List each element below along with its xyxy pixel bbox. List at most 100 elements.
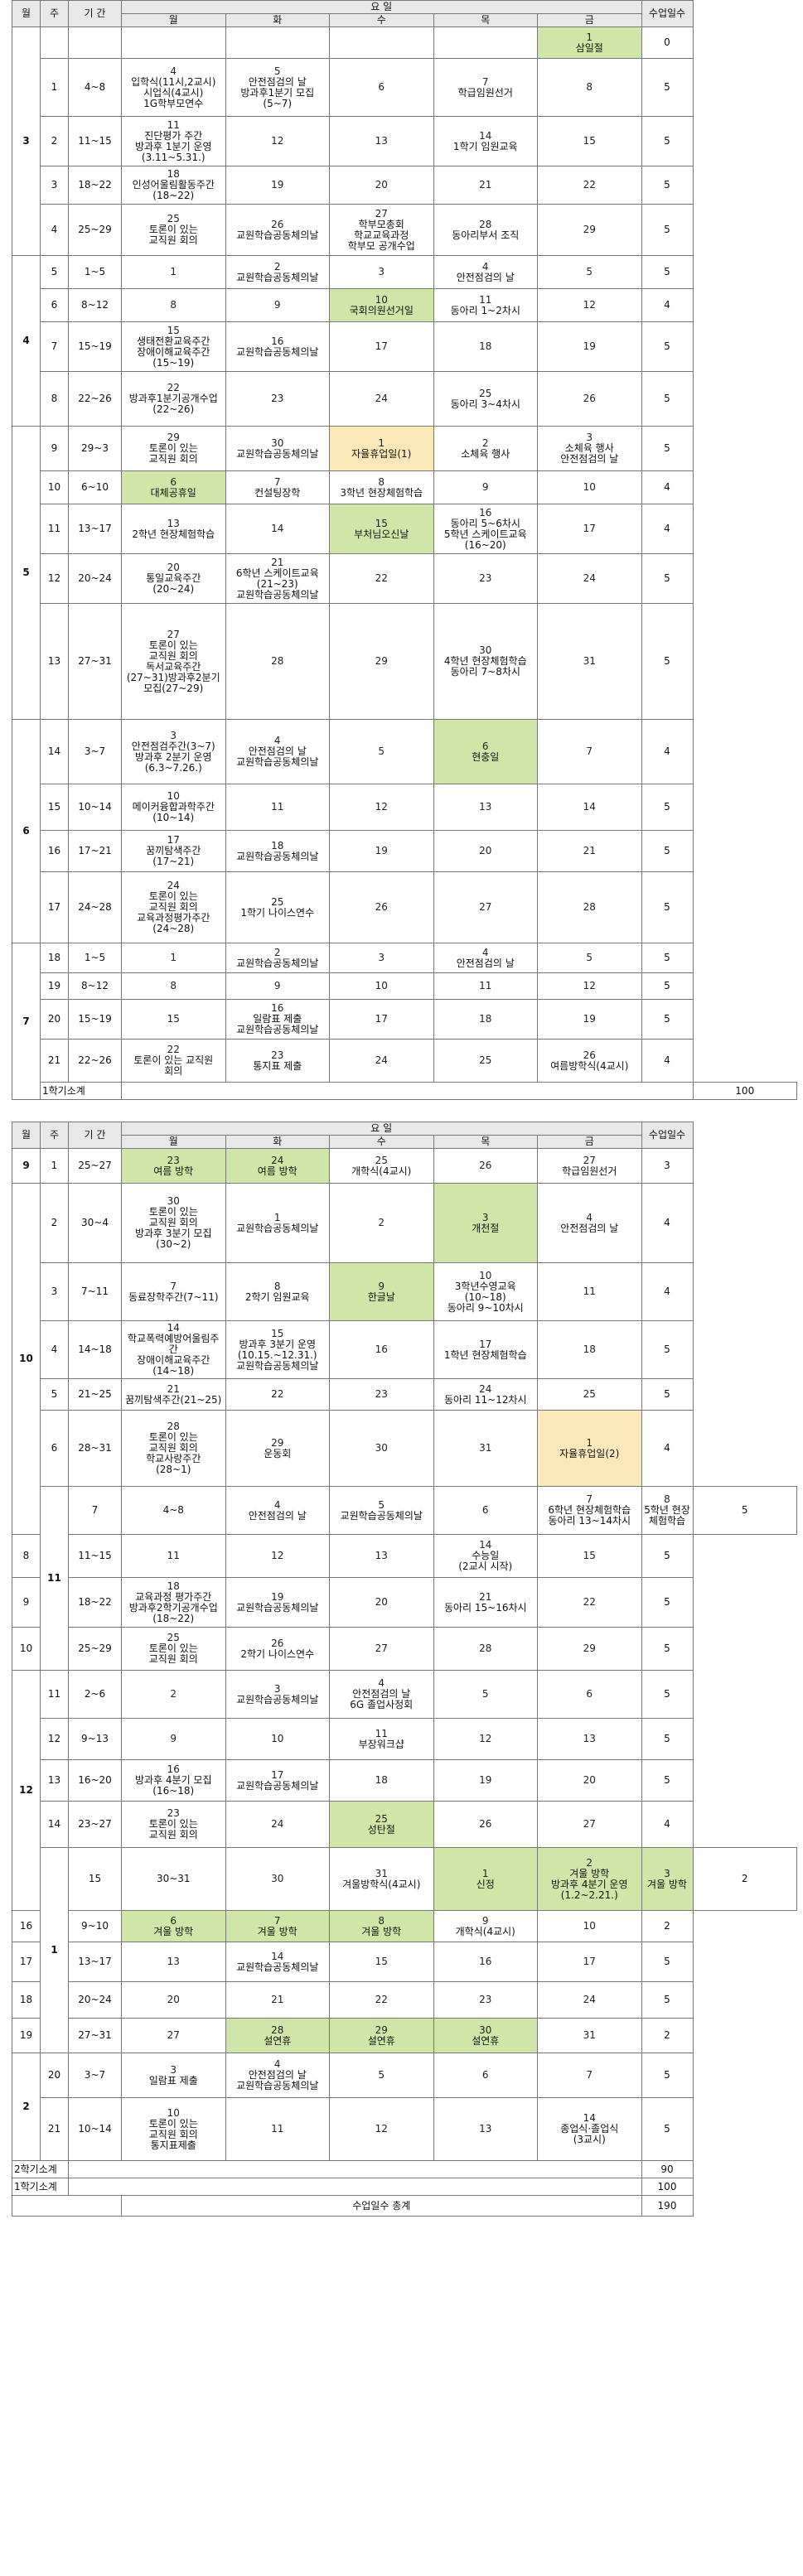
day-event: 운동회 [264, 1447, 292, 1459]
header-mon: 월 [121, 13, 226, 27]
day-cell: 7 컨설팅장학 [225, 470, 330, 504]
day-cell: 19 [329, 830, 434, 872]
day-event: 컨설팅장학 [254, 486, 301, 499]
week-row: 11 7 4~8 4 안전점검의 날 5 교원학습공동체의날 6 7 6학년 현장체험학습 동아리… [12, 1486, 797, 1671]
day-cell: 20 [537, 1759, 642, 1802]
week-row: 21 10~14 10 토론이 있는 교직원 회의 통지표제출 11 12 13 14 종업식·… [12, 2097, 797, 2161]
header-mon: 월 [121, 1135, 226, 1149]
day-number: 6 [481, 740, 489, 752]
day-event: 통일교육주간 (20~24) [146, 572, 201, 595]
day-event: 2학년 현장체험학습 [132, 528, 215, 540]
day-cell: 27 [121, 2018, 226, 2053]
day-number: 4 [273, 2058, 281, 2070]
week-row: 19 27~31 27 28 설연휴 29 설연휴 30 설연휴 31 2 [12, 2018, 797, 2053]
header-week: 주 [40, 0, 69, 27]
day-cell: 14 교원학습공동체의날 [225, 1942, 330, 1982]
header-thu: 목 [433, 13, 538, 27]
day-number: 20 [375, 1596, 388, 1608]
day-cell: 24 [329, 1039, 434, 1083]
day-number: 4 [273, 1498, 281, 1511]
day-cell: 21 꿈끼탐색주간(21~25) [121, 1378, 226, 1411]
day-event: 2학기 나이스연수 [240, 1647, 315, 1660]
day-number: 23 [479, 572, 492, 584]
day-event: 겨울 방학 [361, 1925, 402, 1937]
day-event: 겨울 방학 [153, 1925, 194, 1937]
header-days: 요 일 [121, 1122, 642, 1136]
day-number: 7 [586, 2069, 593, 2081]
period-cell: 23~27 [68, 1801, 122, 1848]
day-number: 6 [481, 2069, 489, 2081]
day-cell: 15 방과후 3분기 운영 (10.15.~12.31.) 교원학습공동체의날 [225, 1320, 330, 1379]
day-event: 동아리 3~4차시 [450, 398, 520, 410]
day-cell: 21 [225, 1981, 330, 2019]
header-tue: 화 [225, 13, 330, 27]
day-event: 학급임원선거 [457, 86, 513, 99]
day-cell: 3 안전점검주간(3~7) 방과후 2분기 운영 (6.3~7.26.) [121, 719, 226, 784]
day-cell: 10 [537, 1910, 642, 1942]
day-number: 11 [167, 1550, 180, 1561]
month-cell: 6 [12, 719, 41, 943]
day-number: 5 [378, 745, 385, 757]
day-cell: 20 [329, 1577, 434, 1628]
day-number: 16 [271, 335, 284, 347]
header-month: 월 [12, 0, 41, 27]
day-event: 자율휴업일(1) [351, 447, 412, 460]
sem2-subtotal-blank [68, 2160, 642, 2178]
day-number: 10 [167, 2106, 180, 2119]
day-number: 27 [167, 2029, 180, 2041]
week-row: 21 22~26 22 토론이 있는 교직원 회의 23 통지표 제출 24 25 26 여름방학… [12, 1039, 797, 1083]
period-cell: 10~14 [68, 784, 122, 831]
day-number: 15 [583, 135, 596, 147]
day-cell: 10 메이커융합과학주간 (10~14) [121, 784, 226, 831]
day-cell: 2 교원학습공동체의날 [225, 943, 330, 973]
day-cell: 31 겨울방학식(4교시) [329, 1847, 434, 1911]
day-cell: 9 [225, 288, 330, 322]
period-cell: 2~6 [68, 1670, 122, 1719]
day-cell: 3 개천절 [433, 1183, 538, 1263]
day-number: 2 [586, 1856, 593, 1869]
day-cell: 26 [433, 1801, 538, 1848]
day-cell: 29 [537, 204, 642, 256]
week-number: 15 [68, 1847, 122, 1911]
day-cell: 6 [537, 1670, 642, 1719]
day-cell: 27 [329, 1627, 434, 1671]
day-cell: 14 종업식·졸업식 (3교시) [537, 2097, 642, 2161]
period-cell: 22~26 [68, 371, 122, 427]
day-number: 10 [375, 980, 388, 991]
day-number: 6 [170, 1914, 177, 1927]
day-cell: 12 [537, 288, 642, 322]
day-event: 방과후1분기공개수업 (22~26) [128, 393, 218, 415]
day-event: 교원학습공동체의날 [236, 345, 319, 358]
header-thu: 목 [433, 1135, 538, 1149]
week-row: 10 2 30~4 30 토론이 있는 교직원 회의 방과후 3분기 모집 (30~2)… [12, 1183, 797, 1535]
day-event: 메이커융합과학주간 (10~14) [132, 801, 215, 823]
day-number: 17 [167, 834, 180, 846]
week-number: 9 [40, 426, 69, 471]
week-number: 15 [40, 784, 69, 831]
day-cell: 4 안전점검의 날 교원학습공동체의날 [225, 2053, 330, 2098]
day-cell: 24 [537, 1981, 642, 2019]
period-cell: 29~3 [68, 426, 122, 471]
day-cell: 18 인성어울림활동주간 (18~22) [121, 166, 226, 205]
day-cell: 11 [433, 972, 538, 1000]
day-number: 4 [378, 1677, 385, 1689]
week-row: 14 23~27 23 토론이 있는 교직원 회의 24 25 성탄절 26 27 4 [12, 1801, 797, 1848]
day-event: 성탄절 [367, 1823, 395, 1836]
period-cell: 21~25 [68, 1378, 122, 1411]
day-cell: 13 [121, 1942, 226, 1982]
day-cell: 10 토론이 있는 교직원 회의 통지표제출 [121, 2097, 226, 2161]
day-cell: 11 [121, 1534, 226, 1578]
day-cell: 10 [225, 1718, 330, 1760]
day-cell [329, 27, 434, 59]
day-cell: 6 [433, 2053, 538, 2098]
day-number: 16 [167, 1763, 180, 1775]
classdays-cell: 5 [641, 830, 694, 872]
day-event: 설연휴 [472, 2034, 500, 2047]
day-cell: 26 [537, 371, 642, 427]
day-cell: 17 [329, 999, 434, 1040]
day-number: 11 [479, 980, 492, 991]
day-cell: 21 6학년 스케이트교육 (21~23) 교원학습공동체의날 [225, 553, 330, 604]
day-cell: 31 [537, 2018, 642, 2053]
day-number: 24 [479, 1382, 492, 1395]
day-cell: 12 [329, 2097, 434, 2161]
